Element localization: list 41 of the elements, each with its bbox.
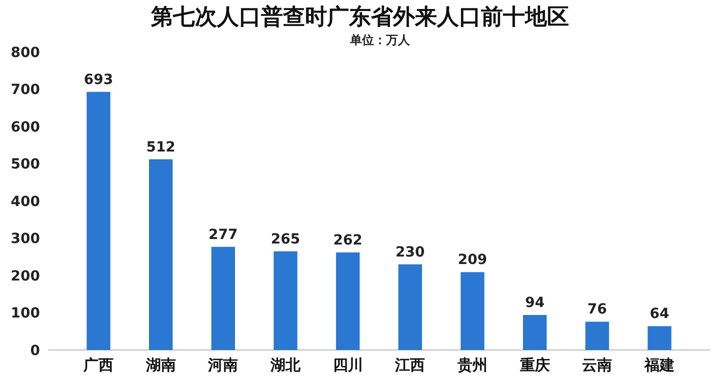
bar (522, 314, 547, 350)
data-label: 262 (333, 232, 362, 248)
x-tick-label: 重庆 (518, 356, 550, 374)
chart-subtitle: 单位：万人 (349, 33, 411, 47)
bar (398, 264, 422, 350)
y-tick-label: 300 (10, 231, 40, 248)
x-tick-label: 江西 (394, 356, 426, 374)
bar (148, 159, 173, 350)
bar (648, 326, 672, 350)
x-tick-label: 湖南 (144, 356, 176, 374)
data-label: 265 (270, 231, 300, 248)
bar (274, 251, 298, 350)
x-tick-label: 湖北 (269, 356, 302, 374)
data-label: 64 (650, 306, 670, 322)
y-tick-label: 0 (30, 342, 40, 359)
bar (336, 252, 360, 350)
x-tick-label: 广西 (82, 356, 114, 374)
y-tick-label: 700 (10, 82, 40, 98)
y-tick-label: 200 (10, 268, 40, 284)
x-tick-label: 河南 (207, 356, 238, 374)
chart-title: 第七次人口普查时广东省外来人口前十地区 (150, 4, 569, 30)
y-tick-label: 800 (10, 44, 40, 61)
data-label: 512 (146, 139, 176, 156)
x-tick-label: 福建 (644, 356, 675, 374)
data-label: 693 (84, 72, 114, 88)
data-label: 230 (396, 244, 426, 260)
y-tick-label: 600 (10, 119, 40, 136)
x-tick-label: 四川 (332, 356, 363, 374)
y-tick-label: 500 (10, 156, 40, 173)
data-label: 209 (458, 252, 488, 268)
data-label: 76 (587, 302, 607, 318)
data-label: 277 (208, 226, 238, 243)
y-tick-label: 400 (10, 194, 40, 210)
y-tick-label: 100 (10, 306, 40, 322)
bar (585, 322, 610, 350)
data-label: 94 (525, 294, 545, 311)
bar (460, 272, 484, 350)
bar (211, 246, 236, 350)
x-tick-label: 云南 (582, 356, 612, 374)
bar (86, 92, 110, 350)
x-tick-label: 贵州 (456, 356, 488, 374)
